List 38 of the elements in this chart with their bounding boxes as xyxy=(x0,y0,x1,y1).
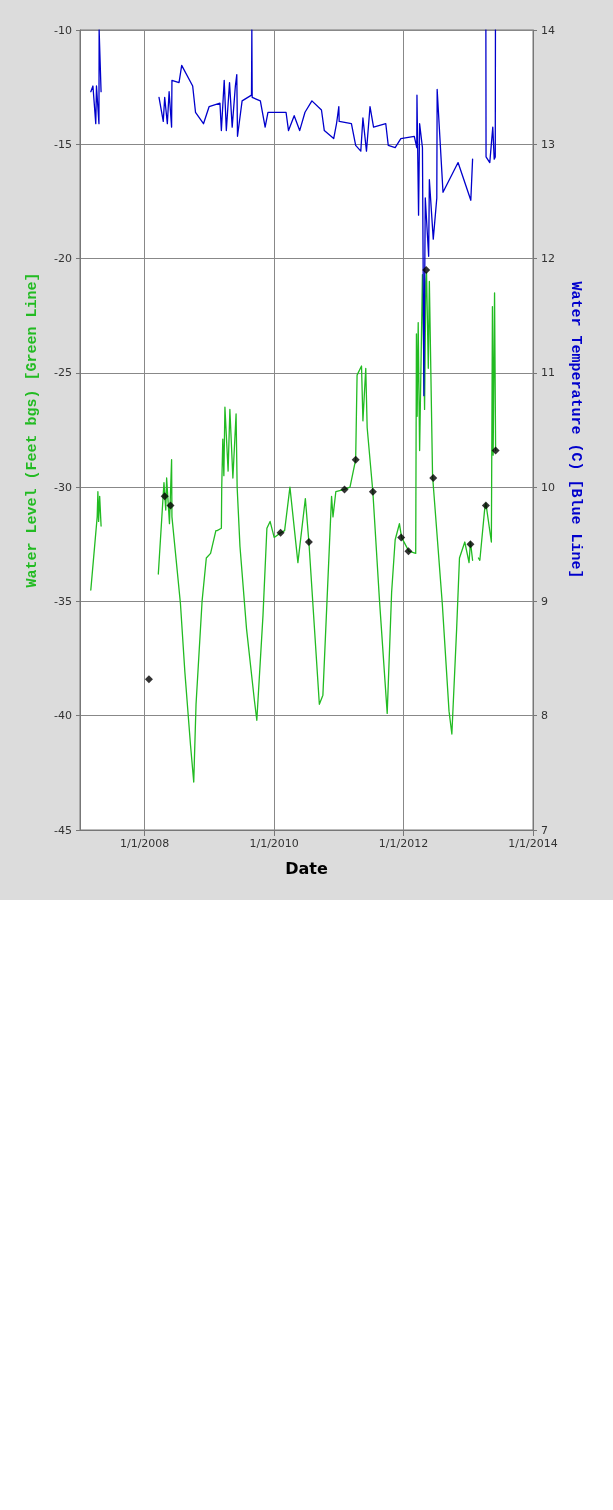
point xyxy=(481,501,490,510)
y2-tick-label: 13 xyxy=(541,137,555,151)
point xyxy=(429,474,438,482)
y2-tick-label: 11 xyxy=(541,366,555,380)
y-tick-label: -15 xyxy=(54,137,72,151)
x-tick-label: 1/1/2008 xyxy=(119,837,170,850)
y-tick-label: -25 xyxy=(54,366,72,380)
point xyxy=(466,540,475,549)
y2-tick-label: 9 xyxy=(541,594,548,608)
point xyxy=(351,455,360,464)
y-tick-label: -10 xyxy=(54,23,72,37)
x-tick-label: 1/1/2012 xyxy=(378,837,429,850)
y-tick-label: -30 xyxy=(54,480,72,494)
point xyxy=(491,446,500,455)
y-tick-label: -20 xyxy=(54,252,72,266)
y2-tick-label: 12 xyxy=(541,252,555,266)
y-axis-title: Water Level (Feet bgs) [Green Line] xyxy=(24,272,41,588)
point xyxy=(368,487,377,496)
x-tick-label: 1/1/2014 xyxy=(508,837,558,850)
y2-tick-label: 8 xyxy=(541,709,548,723)
y2-axis-title: Water Temperature (C) [Blue Line] xyxy=(567,281,584,579)
point xyxy=(160,492,169,501)
y-tick-label: -45 xyxy=(54,823,72,837)
x-tick-label: 1/1/2010 xyxy=(249,837,299,850)
y2-tick-label: 10 xyxy=(541,480,555,494)
y2-tick-label: 7 xyxy=(541,823,548,837)
point xyxy=(422,266,431,274)
point xyxy=(166,501,175,510)
point xyxy=(397,533,406,542)
point xyxy=(144,675,153,684)
point xyxy=(304,538,313,546)
x-axis-title: Date xyxy=(285,858,328,878)
point xyxy=(276,528,285,537)
point xyxy=(404,547,413,556)
y2-tick-label: 14 xyxy=(541,23,555,37)
y-tick-label: -35 xyxy=(54,594,72,608)
y-tick-label: -40 xyxy=(54,709,72,723)
point xyxy=(340,485,349,494)
